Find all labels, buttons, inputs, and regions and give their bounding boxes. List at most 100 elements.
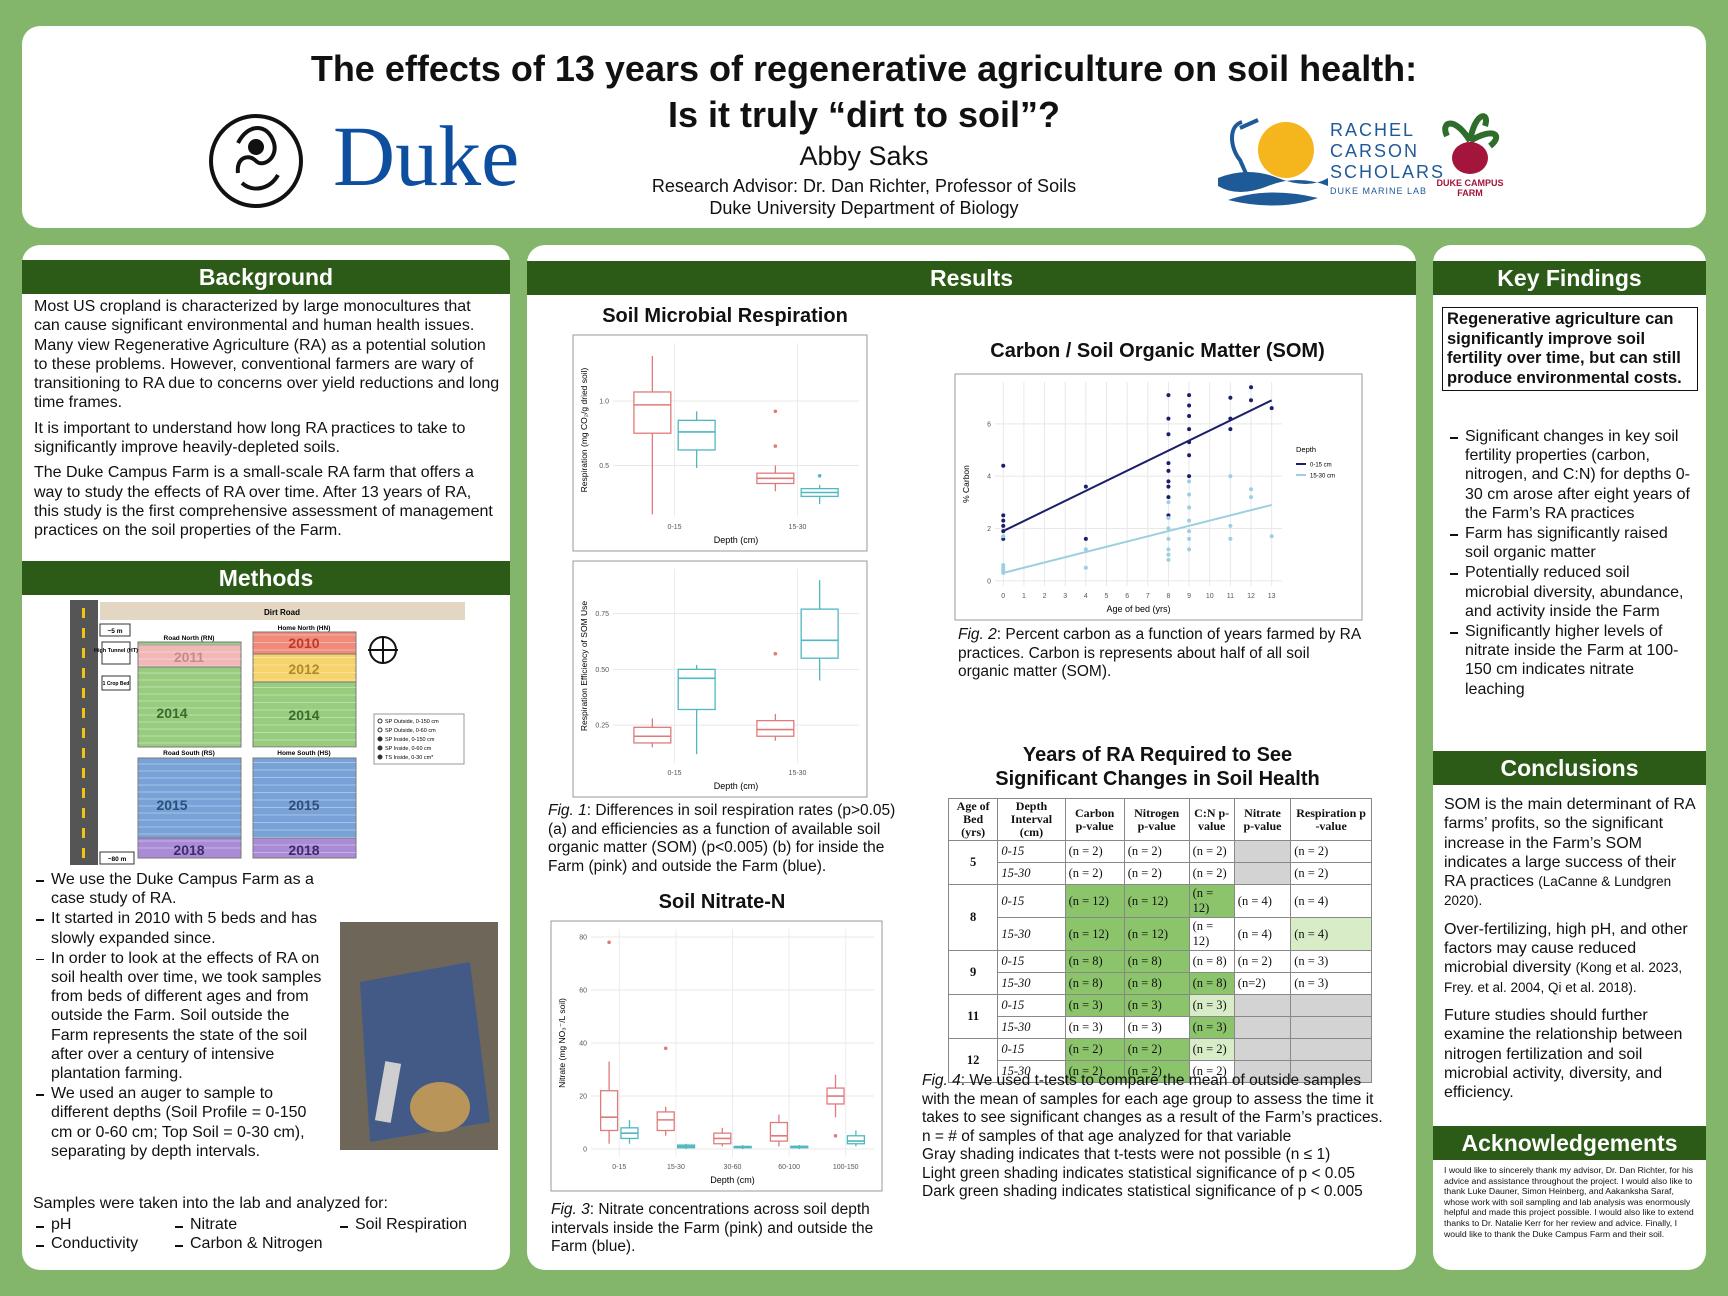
road-dash — [82, 628, 85, 638]
x-tick-label: 4 — [1084, 593, 1088, 600]
year-label: 2015 — [288, 797, 319, 813]
point — [1187, 492, 1192, 497]
value-cell — [1233, 862, 1292, 885]
point — [1166, 484, 1171, 489]
y-axis-label: Respiration (mg CO₂/g dried soil) — [579, 367, 589, 492]
road-dash — [82, 808, 85, 818]
point — [1166, 500, 1171, 505]
road-dash — [82, 748, 85, 758]
x-axis-label: Depth (cm) — [710, 1175, 755, 1185]
bullet-list: We use the Duke Campus Farm as a case st… — [33, 870, 323, 1162]
table-row: 9 0-15 (n = 8) (n = 8) (n = 8) (n = 2) (n = 3) — [947, 950, 1372, 995]
bullet-item: It started in 2010 with 5 beds and has s… — [33, 909, 323, 947]
depth-cell: 15-30 — [997, 862, 1066, 885]
table-row: 5 0-15 (n = 2) (n = 2) (n = 2) (n = 2) — [947, 840, 1372, 885]
chart-frame — [572, 334, 868, 552]
paragraph-text: Over-fertilizing, high pH, and other fac… — [1444, 920, 1688, 977]
point — [1187, 479, 1192, 484]
value-cell — [1233, 840, 1292, 863]
scale-box — [99, 623, 131, 637]
value-cell: (n = 3) — [1290, 972, 1372, 995]
bullet-text: We used an auger to sample to different … — [51, 1085, 307, 1160]
legend-label: 15-30 cm — [1310, 474, 1335, 480]
bullet-item: We use the Duke Campus Farm as a case st… — [33, 870, 323, 908]
point — [1166, 547, 1171, 552]
table-title: Significant Changes in Soil Health — [995, 768, 1320, 790]
sample-photo — [340, 922, 498, 1150]
y-tick-label: 20 — [579, 1094, 587, 1101]
y-tick-label: 1.0 — [599, 399, 609, 406]
caption-text: : Differences in soil respiration rates … — [548, 802, 896, 875]
bullet-item: Farm has significantly raised soil organ… — [1447, 524, 1695, 562]
y-axis-label: % Carbon — [961, 465, 971, 503]
depth-cell: 15-30 — [997, 1060, 1066, 1083]
x-tick-label: 15-30 — [789, 524, 807, 531]
chart-frame — [572, 560, 868, 798]
value-cell — [1290, 994, 1372, 1017]
value-cell: (n = 2) — [1290, 840, 1372, 863]
section-heading: Background — [22, 260, 510, 294]
bullet-text: Farm has significantly raised soil organ… — [1465, 525, 1668, 562]
trend-line — [1002, 399, 1273, 532]
bullet-item: In order to look at the effects of RA on… — [33, 949, 323, 1083]
bullet-dash — [36, 1226, 44, 1228]
value-cell: (n = 2) — [1064, 862, 1125, 885]
x-tick-label: 10 — [1206, 593, 1214, 600]
caption-text: : Percent carbon as a function of years … — [958, 626, 1361, 680]
road-dash — [82, 788, 85, 798]
caption-note: Dark green shading indicates statistical… — [922, 1183, 1363, 1200]
year-label: 2014 — [288, 707, 319, 723]
heron — [1230, 118, 1259, 179]
year-label: 2015 — [156, 797, 187, 813]
scale-label: ~80 m — [108, 856, 127, 863]
road-dash — [82, 688, 85, 698]
bullet-item: Significantly higher levels of nitrate i… — [1447, 622, 1695, 699]
analysis-item: Conductivity — [33, 1235, 138, 1253]
building-label: 1 Crop Bed — [103, 681, 130, 687]
section-heading: Methods — [22, 561, 510, 595]
bullet-text: It started in 2010 with 5 beds and has s… — [51, 910, 317, 947]
y-tick-label: 4 — [987, 474, 991, 481]
age-cell: 11 — [947, 994, 999, 1039]
point — [1083, 536, 1088, 541]
background-text: Most US cropland is characterized by lar… — [34, 297, 500, 547]
table-header-cell: Nitrate p-value — [1233, 798, 1292, 841]
x-tick-label: 1 — [1022, 593, 1026, 600]
legend-symbol — [377, 718, 383, 724]
value-cell: (n = 12) — [1064, 884, 1125, 918]
caption-label: Fig. 2 — [958, 626, 997, 643]
point — [1166, 552, 1171, 557]
depth-cell: 0-15 — [997, 840, 1066, 863]
x-tick-label: 9 — [1187, 593, 1191, 600]
value-cell — [1233, 1060, 1292, 1083]
point — [1269, 406, 1274, 411]
legend-text: SP Outside, 0-150 cm — [385, 719, 439, 725]
value-cell — [1233, 1016, 1292, 1039]
rcs-text: RACHEL — [1330, 120, 1416, 140]
box — [756, 719, 795, 737]
value-cell: (n = 3) — [1064, 1016, 1125, 1039]
point — [1249, 487, 1254, 492]
point — [1187, 547, 1192, 552]
table-row: 15-30 (n = 3) (n = 3) (n = 3) — [949, 1016, 1372, 1039]
point — [1228, 416, 1233, 421]
depth-cell: 15-30 — [997, 1016, 1066, 1039]
caption-note: n = # of samples of that age analyzed fo… — [922, 1127, 1292, 1145]
value-cell: (n = 8) — [1123, 950, 1190, 973]
compass-arrow — [368, 637, 398, 663]
x-axis-label: Depth (cm) — [714, 781, 759, 791]
value-cell: (n = 12) — [1123, 917, 1190, 951]
value-cell: (n = 2) — [1290, 862, 1372, 885]
point — [1083, 565, 1088, 570]
point — [1001, 463, 1006, 468]
advisor: Research Advisor: Dr. Dan Richter, Profe… — [651, 176, 1077, 196]
point — [1187, 505, 1192, 510]
point — [1187, 393, 1192, 398]
value-cell: (n = 2) — [1123, 1038, 1190, 1061]
paragraph-ref: (LaCanne & Lundgren 2020). — [1444, 874, 1672, 909]
photo-soil — [410, 1082, 470, 1132]
value-cell: (n = 12) — [1064, 917, 1125, 951]
value-cell: (n = 8) — [1064, 972, 1125, 995]
bullet-text: Significant changes in key soil fertilit… — [1465, 428, 1691, 522]
